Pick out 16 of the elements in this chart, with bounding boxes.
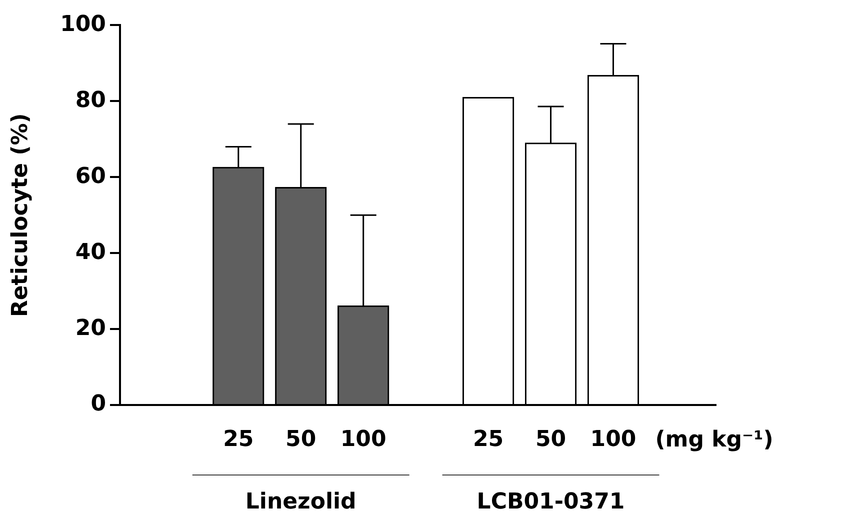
y-tick-label: 80 bbox=[75, 88, 106, 113]
y-tick-label: 20 bbox=[75, 316, 106, 341]
y-axis-title: Reticulocyte (%) bbox=[8, 113, 33, 318]
x-tick-label: 100 bbox=[340, 426, 386, 452]
y-tick-label: 40 bbox=[75, 240, 106, 265]
x-tick-label: 50 bbox=[286, 426, 316, 452]
x-tick-label: 50 bbox=[535, 426, 566, 452]
x-tick-label: 100 bbox=[590, 426, 636, 452]
text: Linezolid bbox=[245, 490, 356, 515]
x-tick-label: 25 bbox=[223, 426, 254, 452]
y-tick-label: 0 bbox=[90, 392, 106, 417]
x-axis-title: (mg kg⁻¹) bbox=[655, 428, 774, 453]
x-tick-label: 25 bbox=[472, 426, 504, 452]
y-tick-label: 60 bbox=[75, 164, 106, 189]
y-tick-label: 100 bbox=[60, 12, 106, 37]
text: LCB01-0371 bbox=[476, 490, 625, 515]
